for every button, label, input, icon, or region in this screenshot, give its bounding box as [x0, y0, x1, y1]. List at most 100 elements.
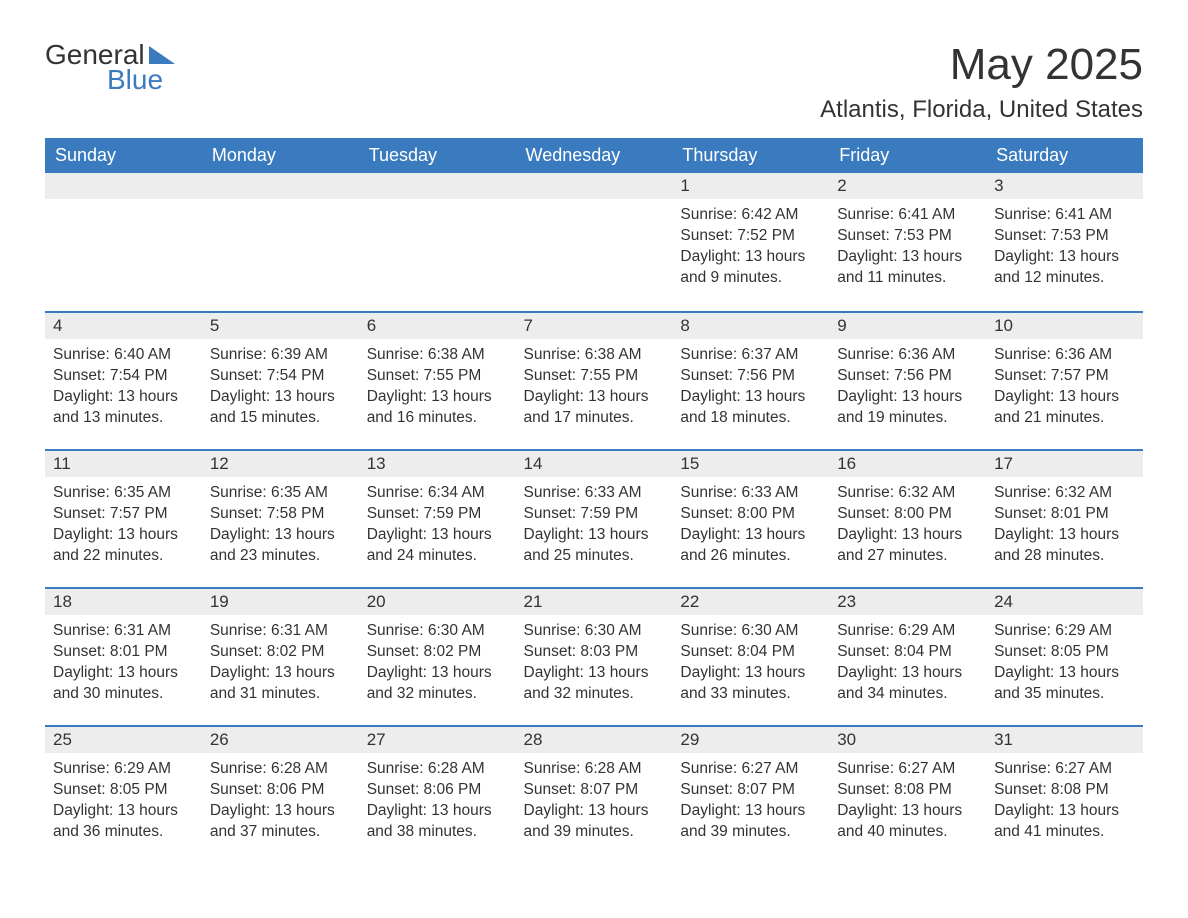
sunset-text: Sunset: 8:06 PM — [367, 780, 508, 801]
calendar-day-cell: 22Sunrise: 6:30 AMSunset: 8:04 PMDayligh… — [672, 587, 829, 725]
daylight-text-line2: and 33 minutes. — [680, 684, 821, 705]
daylight-text-line1: Daylight: 13 hours — [994, 387, 1135, 408]
sunrise-text: Sunrise: 6:28 AM — [524, 759, 665, 780]
sunset-text: Sunset: 8:01 PM — [53, 642, 194, 663]
daylight-text-line2: and 24 minutes. — [367, 546, 508, 567]
day-content: Sunrise: 6:29 AMSunset: 8:04 PMDaylight:… — [829, 615, 986, 713]
day-number: 11 — [45, 449, 202, 477]
day-number: 4 — [45, 311, 202, 339]
daylight-text-line1: Daylight: 13 hours — [367, 387, 508, 408]
day-number: 5 — [202, 311, 359, 339]
daylight-text-line2: and 40 minutes. — [837, 822, 978, 843]
daylight-text-line1: Daylight: 13 hours — [367, 663, 508, 684]
day-number: 13 — [359, 449, 516, 477]
sunrise-text: Sunrise: 6:33 AM — [524, 483, 665, 504]
day-content: Sunrise: 6:32 AMSunset: 8:00 PMDaylight:… — [829, 477, 986, 575]
day-number: 14 — [516, 449, 673, 477]
day-header: Saturday — [986, 138, 1143, 173]
calendar-week-row: 11Sunrise: 6:35 AMSunset: 7:57 PMDayligh… — [45, 449, 1143, 587]
sunrise-text: Sunrise: 6:33 AM — [680, 483, 821, 504]
day-number: 23 — [829, 587, 986, 615]
day-content: Sunrise: 6:29 AMSunset: 8:05 PMDaylight:… — [45, 753, 202, 851]
daylight-text-line1: Daylight: 13 hours — [524, 663, 665, 684]
day-header: Monday — [202, 138, 359, 173]
daylight-text-line1: Daylight: 13 hours — [53, 387, 194, 408]
daylight-text-line2: and 21 minutes. — [994, 408, 1135, 429]
daylight-text-line2: and 28 minutes. — [994, 546, 1135, 567]
daylight-text-line1: Daylight: 13 hours — [524, 525, 665, 546]
day-content: Sunrise: 6:38 AMSunset: 7:55 PMDaylight:… — [516, 339, 673, 437]
daylight-text-line1: Daylight: 13 hours — [994, 801, 1135, 822]
day-content: Sunrise: 6:31 AMSunset: 8:01 PMDaylight:… — [45, 615, 202, 713]
calendar-day-cell: 23Sunrise: 6:29 AMSunset: 8:04 PMDayligh… — [829, 587, 986, 725]
daylight-text-line2: and 11 minutes. — [837, 268, 978, 289]
calendar-day-cell — [45, 173, 202, 311]
day-number: 30 — [829, 725, 986, 753]
daylight-text-line1: Daylight: 13 hours — [367, 801, 508, 822]
day-content: Sunrise: 6:35 AMSunset: 7:57 PMDaylight:… — [45, 477, 202, 575]
sunrise-text: Sunrise: 6:41 AM — [994, 205, 1135, 226]
day-content-empty — [45, 199, 202, 213]
day-number: 17 — [986, 449, 1143, 477]
day-content: Sunrise: 6:42 AMSunset: 7:52 PMDaylight:… — [672, 199, 829, 297]
sunrise-text: Sunrise: 6:36 AM — [994, 345, 1135, 366]
calendar-day-cell: 12Sunrise: 6:35 AMSunset: 7:58 PMDayligh… — [202, 449, 359, 587]
calendar-day-cell: 9Sunrise: 6:36 AMSunset: 7:56 PMDaylight… — [829, 311, 986, 449]
calendar-day-cell: 28Sunrise: 6:28 AMSunset: 8:07 PMDayligh… — [516, 725, 673, 863]
daylight-text-line2: and 34 minutes. — [837, 684, 978, 705]
daylight-text-line2: and 30 minutes. — [53, 684, 194, 705]
sunset-text: Sunset: 7:57 PM — [994, 366, 1135, 387]
daylight-text-line2: and 37 minutes. — [210, 822, 351, 843]
day-number: 8 — [672, 311, 829, 339]
daylight-text-line2: and 12 minutes. — [994, 268, 1135, 289]
daylight-text-line1: Daylight: 13 hours — [210, 663, 351, 684]
sunrise-text: Sunrise: 6:38 AM — [367, 345, 508, 366]
daylight-text-line1: Daylight: 13 hours — [994, 247, 1135, 268]
day-number: 7 — [516, 311, 673, 339]
calendar-day-cell: 13Sunrise: 6:34 AMSunset: 7:59 PMDayligh… — [359, 449, 516, 587]
daylight-text-line2: and 26 minutes. — [680, 546, 821, 567]
day-number: 22 — [672, 587, 829, 615]
calendar-day-cell — [202, 173, 359, 311]
day-content: Sunrise: 6:31 AMSunset: 8:02 PMDaylight:… — [202, 615, 359, 713]
sunset-text: Sunset: 7:53 PM — [994, 226, 1135, 247]
day-content: Sunrise: 6:36 AMSunset: 7:56 PMDaylight:… — [829, 339, 986, 437]
calendar-table: SundayMondayTuesdayWednesdayThursdayFrid… — [45, 138, 1143, 863]
daylight-text-line1: Daylight: 13 hours — [524, 387, 665, 408]
day-number-empty — [516, 173, 673, 199]
sunrise-text: Sunrise: 6:41 AM — [837, 205, 978, 226]
daylight-text-line2: and 25 minutes. — [524, 546, 665, 567]
daylight-text-line2: and 27 minutes. — [837, 546, 978, 567]
sunset-text: Sunset: 8:04 PM — [837, 642, 978, 663]
day-content: Sunrise: 6:29 AMSunset: 8:05 PMDaylight:… — [986, 615, 1143, 713]
calendar-day-cell: 15Sunrise: 6:33 AMSunset: 8:00 PMDayligh… — [672, 449, 829, 587]
day-content: Sunrise: 6:27 AMSunset: 8:08 PMDaylight:… — [829, 753, 986, 851]
sunset-text: Sunset: 7:52 PM — [680, 226, 821, 247]
daylight-text-line1: Daylight: 13 hours — [53, 525, 194, 546]
day-header: Thursday — [672, 138, 829, 173]
day-number: 20 — [359, 587, 516, 615]
daylight-text-line1: Daylight: 13 hours — [210, 801, 351, 822]
sunrise-text: Sunrise: 6:42 AM — [680, 205, 821, 226]
day-content: Sunrise: 6:38 AMSunset: 7:55 PMDaylight:… — [359, 339, 516, 437]
daylight-text-line2: and 17 minutes. — [524, 408, 665, 429]
sunrise-text: Sunrise: 6:31 AM — [210, 621, 351, 642]
daylight-text-line2: and 31 minutes. — [210, 684, 351, 705]
calendar-day-cell: 5Sunrise: 6:39 AMSunset: 7:54 PMDaylight… — [202, 311, 359, 449]
day-content: Sunrise: 6:28 AMSunset: 8:06 PMDaylight:… — [202, 753, 359, 851]
sunset-text: Sunset: 8:08 PM — [994, 780, 1135, 801]
day-number: 9 — [829, 311, 986, 339]
daylight-text-line2: and 19 minutes. — [837, 408, 978, 429]
sunset-text: Sunset: 8:03 PM — [524, 642, 665, 663]
calendar-week-row: 18Sunrise: 6:31 AMSunset: 8:01 PMDayligh… — [45, 587, 1143, 725]
sunset-text: Sunset: 8:07 PM — [524, 780, 665, 801]
day-content: Sunrise: 6:41 AMSunset: 7:53 PMDaylight:… — [986, 199, 1143, 297]
day-content: Sunrise: 6:28 AMSunset: 8:07 PMDaylight:… — [516, 753, 673, 851]
sunset-text: Sunset: 7:58 PM — [210, 504, 351, 525]
sunrise-text: Sunrise: 6:29 AM — [53, 759, 194, 780]
daylight-text-line1: Daylight: 13 hours — [367, 525, 508, 546]
calendar-day-cell: 21Sunrise: 6:30 AMSunset: 8:03 PMDayligh… — [516, 587, 673, 725]
sunrise-text: Sunrise: 6:28 AM — [210, 759, 351, 780]
sunrise-text: Sunrise: 6:28 AM — [367, 759, 508, 780]
daylight-text-line2: and 39 minutes. — [680, 822, 821, 843]
